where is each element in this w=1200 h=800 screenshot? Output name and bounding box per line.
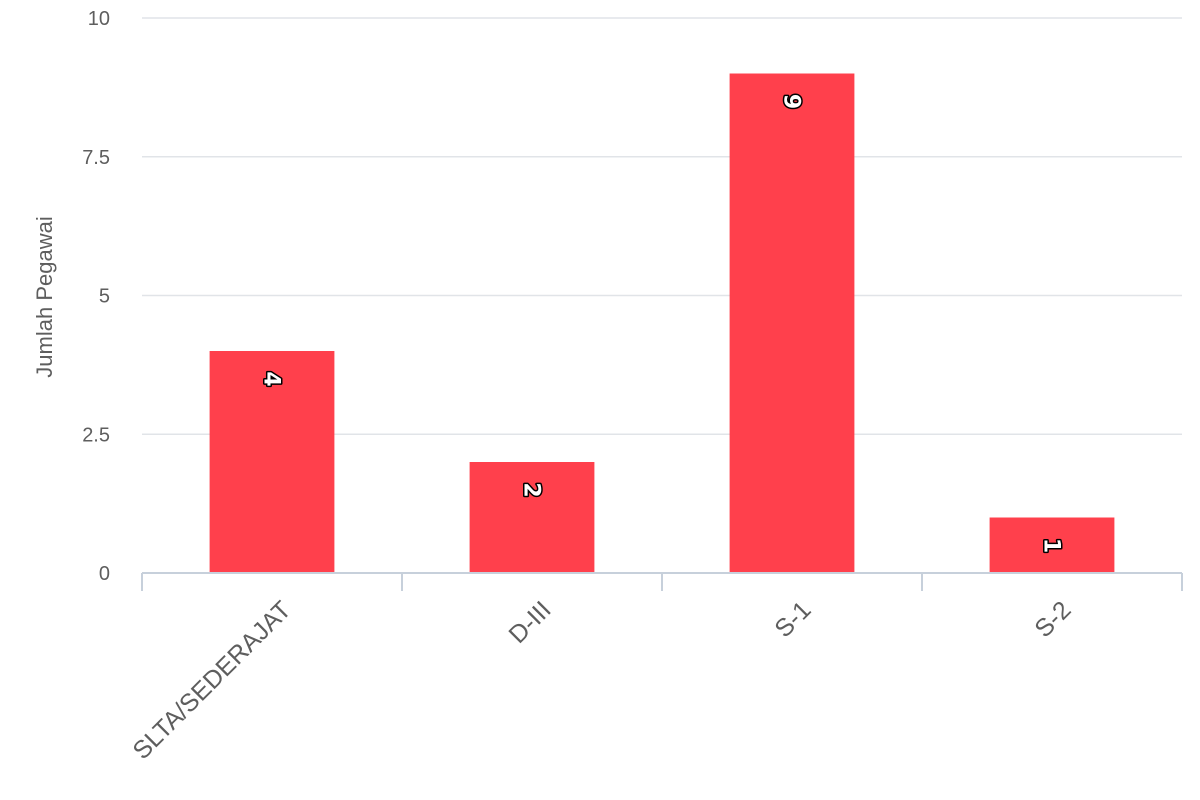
bar[interactable] <box>469 462 595 573</box>
y-tick-label: 7.5 <box>82 147 110 169</box>
x-axis-tick-labels: SLTA/SEDERAJAT D-III S-1 S-2 <box>127 596 1076 765</box>
y-tick-label: 5 <box>99 286 110 308</box>
bars <box>209 73 1115 574</box>
x-tick-label: S-1 <box>769 596 816 643</box>
gridlines <box>142 17 1182 435</box>
y-axis-title: Jumlah Pegawai <box>32 216 57 377</box>
y-axis-tick-labels: 0 2.5 5 7.5 10 <box>82 8 110 585</box>
data-label: 4 <box>258 371 283 386</box>
data-label: 1 <box>1038 538 1063 553</box>
y-tick-label: 10 <box>88 8 110 30</box>
data-label: 9 <box>778 94 803 109</box>
data-labels: 4 2 9 1 <box>257 92 1065 554</box>
bar[interactable] <box>209 351 335 573</box>
data-label: 2 <box>518 482 543 497</box>
bar[interactable] <box>989 517 1115 574</box>
y-tick-label: 0 <box>99 563 110 585</box>
x-tick-label: SLTA/SEDERAJAT <box>127 596 296 765</box>
x-tick-label: S-2 <box>1029 596 1076 643</box>
bar[interactable] <box>729 73 855 574</box>
y-tick-label: 2.5 <box>82 424 110 446</box>
x-tick-label: D-III <box>503 596 556 649</box>
x-axis <box>141 572 1183 591</box>
